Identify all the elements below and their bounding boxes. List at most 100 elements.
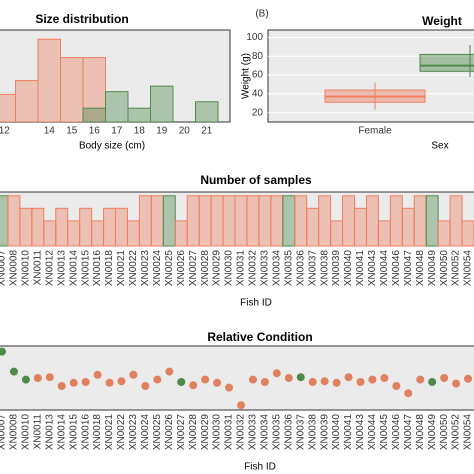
x-tick-label: XN0040 [331, 414, 342, 451]
chart-title: Weight [422, 14, 462, 28]
plot-area [268, 37, 474, 114]
dot [452, 379, 461, 388]
x-tick-label: XN0047 [403, 250, 414, 287]
dot [45, 373, 54, 382]
x-tick-label: XN0016 [92, 250, 103, 287]
x-tick-label: 12 [0, 126, 10, 137]
x-tick-label: XN0024 [152, 250, 163, 287]
x-tick-label: 14 [44, 126, 56, 137]
bar [461, 220, 474, 247]
dot [428, 378, 437, 386]
x-tick-label: XN0035 [271, 414, 282, 451]
x-tick-label: XN0015 [80, 250, 91, 287]
x-tick-label: XN0028 [200, 250, 211, 287]
plot-area [0, 347, 473, 410]
x-tick-label: XN0008 [9, 414, 20, 451]
x-tick-label: XN0007 [0, 414, 8, 451]
bar [150, 195, 164, 247]
bar [389, 195, 403, 247]
x-tick-label: XN0025 [152, 414, 163, 451]
x-tick-label: XN0050 [439, 414, 450, 451]
x-tick-label: XN0047 [403, 414, 414, 451]
x-tick-label: 18 [134, 126, 146, 137]
x-tick-label: XN0030 [224, 250, 235, 287]
bar [126, 220, 140, 247]
bar [449, 195, 463, 247]
x-tick-label: XN0054 [463, 250, 474, 287]
bar [210, 195, 224, 247]
dot [368, 375, 377, 384]
dot [392, 382, 401, 390]
x-tick-label: XN0011 [32, 414, 43, 450]
y-tick-label: 100 [246, 32, 263, 43]
dot [57, 382, 66, 390]
x-tick-label: XN0023 [128, 414, 139, 451]
x-tick-label: XN0022 [116, 414, 127, 451]
x-tick-label: XN0023 [140, 250, 151, 287]
x-tick-label: XN0024 [140, 414, 151, 451]
bar [0, 195, 9, 247]
x-tick-label: XN0048 [415, 250, 426, 287]
bar [67, 220, 81, 247]
y-tick-label: 40 [252, 88, 264, 99]
x-tick-label: XN0043 [355, 414, 366, 451]
bar [43, 220, 57, 247]
dot [260, 378, 269, 386]
bar [37, 38, 61, 122]
x-tick-label: XN0039 [331, 250, 342, 287]
bar [425, 195, 439, 247]
bar [258, 195, 272, 247]
x-tick-label: XN0010 [21, 250, 32, 287]
x-tick-label: XN0048 [415, 414, 426, 451]
x-tick-label: XN0049 [427, 250, 438, 287]
x-axis-label: Fish ID [244, 462, 276, 473]
x-tick-label: XN0046 [391, 250, 402, 287]
bar [246, 195, 260, 247]
x-tick-label: Female [358, 126, 392, 137]
chart-title: Size distribution [35, 12, 128, 26]
x-tick-label: XN0037 [295, 414, 306, 451]
dot [81, 378, 90, 386]
x-tick-label: XN0028 [188, 414, 199, 451]
x-tick-label: XN0034 [260, 414, 271, 451]
dot [9, 367, 18, 376]
bar [222, 195, 236, 247]
plot-area [0, 195, 474, 247]
dot [153, 375, 162, 384]
x-axis-label: Fish ID [240, 298, 272, 309]
dot [272, 369, 281, 378]
bar [162, 195, 176, 247]
bar [270, 195, 284, 247]
x-tick-label: XN0021 [104, 414, 115, 451]
x-tick-label: XN0014 [56, 414, 67, 451]
x-tick-label: XN0018 [92, 414, 103, 451]
bar [55, 207, 69, 247]
x-tick-label: XN0046 [391, 414, 402, 451]
x-tick-label: XN0052 [451, 414, 462, 451]
x-tick-label: XN0031 [224, 414, 235, 451]
x-tick-label: XN0037 [307, 250, 318, 287]
bar [401, 207, 415, 247]
x-tick-label: XN0052 [451, 250, 462, 287]
bar [91, 220, 105, 247]
x-tick-label: XN0029 [200, 414, 211, 451]
x-tick-label: XN0041 [343, 414, 354, 451]
x-tick-label: XN0031 [236, 250, 247, 287]
dot [356, 378, 365, 386]
bar [413, 195, 427, 247]
x-tick-label: XN0039 [319, 414, 330, 451]
bar [15, 80, 39, 122]
bar [282, 195, 296, 247]
panel [267, 29, 474, 123]
x-tick-label: XN0027 [188, 250, 199, 287]
bar [82, 57, 106, 122]
dot [69, 378, 78, 387]
x-tick-label: XN0050 [439, 250, 450, 287]
x-tick-label: XN0027 [176, 414, 187, 451]
x-tick-label: XN0043 [367, 250, 378, 287]
dot [201, 375, 210, 384]
x-axis-label: Sex [431, 141, 448, 152]
bar [195, 101, 219, 122]
x-tick-label: XN0026 [164, 414, 175, 451]
